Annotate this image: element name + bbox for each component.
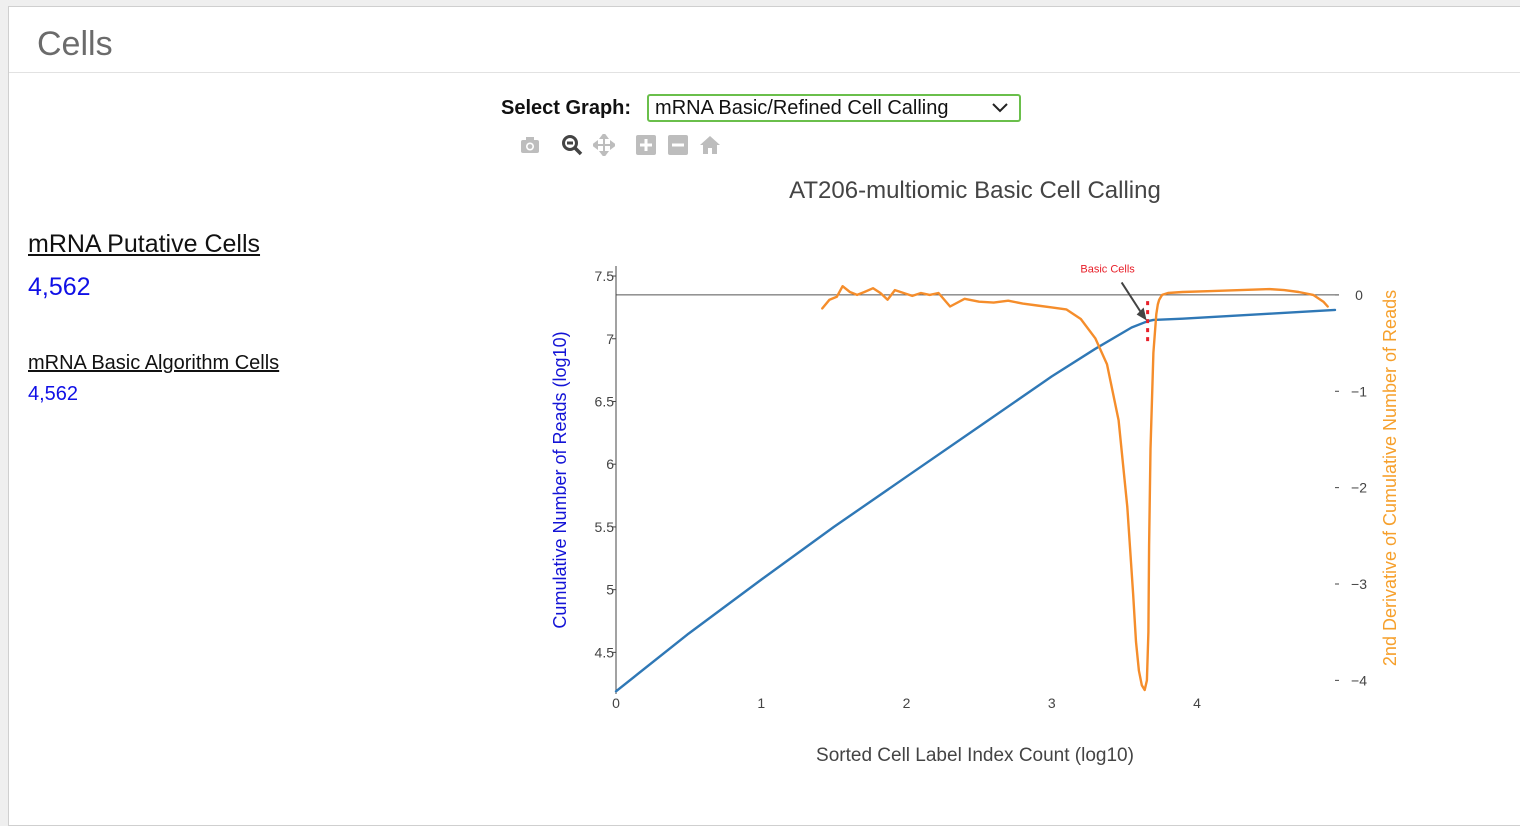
y-tick-label: 7 [606, 331, 614, 347]
chart-axes: 0 1 2 3 4 4.5 5 5.5 6 6.5 7 7.5 0 −1 −2 −3 −4 [595, 266, 1367, 711]
cell-calling-chart: AT206-multiomic Basic Cell Calling 0 1 2 3 4… [550, 177, 1400, 766]
basic-cells-value: 4,562 [28, 383, 79, 405]
putative-cells-value: 4,562 [28, 273, 91, 301]
camera-icon[interactable] [518, 133, 542, 157]
annotation-arrow-head [1136, 307, 1147, 321]
y-axis-title: Cumulative Number of Reads (log10) [550, 331, 570, 628]
y-tick-label: 5.5 [595, 519, 615, 535]
y2-tick-label: 0 [1355, 287, 1363, 303]
y2-tick-label: −2 [1351, 480, 1367, 496]
cumulative-reads-line [614, 308, 1337, 693]
y2-tick-label: −1 [1351, 383, 1367, 399]
chart-annotations: Basic Cells [1080, 263, 1150, 343]
second-derivative-line [821, 285, 1329, 692]
graph-select[interactable]: mRNA Basic/Refined Cell Calling [647, 94, 1022, 122]
panel-title: Cells [37, 25, 113, 63]
y-tick-label: 6 [606, 456, 614, 472]
basic-cells-label: mRNA Basic Algorithm Cells [28, 352, 280, 374]
zoom-out-icon[interactable] [666, 133, 690, 157]
y2-axis-title: 2nd Derivative of Cumulative Number of R… [1380, 290, 1400, 666]
y2-tick-label: −4 [1351, 672, 1367, 688]
putative-cells-label: mRNA Putative Cells [28, 230, 261, 258]
zoom-icon[interactable] [560, 133, 584, 157]
x-axis-title: Sorted Cell Label Index Count (log10) [816, 745, 1134, 766]
select-graph-label: Select Graph: [501, 96, 632, 119]
chevron-down-icon [991, 97, 1009, 120]
y-tick-label: 4.5 [595, 644, 615, 660]
graph-select-value: mRNA Basic/Refined Cell Calling [655, 96, 949, 119]
y-tick-label: 5 [606, 582, 614, 598]
home-icon[interactable] [698, 133, 722, 157]
stats-section: mRNA Putative Cells 4,562 mRNA Basic Alg… [28, 230, 279, 406]
graph-select-row: Select Graph: mRNA Basic/Refined Cell Ca… [501, 94, 1022, 122]
pan-icon[interactable] [592, 133, 616, 157]
y-tick-label: 7.5 [595, 268, 615, 284]
zoom-in-icon[interactable] [634, 133, 658, 157]
annotation-arrow-shaft [1120, 281, 1145, 317]
x-tick-label: 0 [612, 695, 620, 711]
x-tick-label: 3 [1048, 695, 1056, 711]
chart-series [614, 285, 1337, 693]
cells-panel: Cells [8, 6, 1520, 826]
y2-tick-label: −3 [1351, 576, 1367, 592]
plot-modebar [518, 133, 730, 157]
x-tick-label: 1 [757, 695, 765, 711]
basic-cells-label: Basic Cells [1080, 263, 1135, 275]
x-tick-label: 4 [1193, 695, 1201, 711]
panel-header: Cells [9, 7, 1520, 73]
x-tick-label: 2 [903, 695, 911, 711]
chart-title: AT206-multiomic Basic Cell Calling [789, 177, 1161, 204]
y-tick-label: 6.5 [595, 393, 615, 409]
